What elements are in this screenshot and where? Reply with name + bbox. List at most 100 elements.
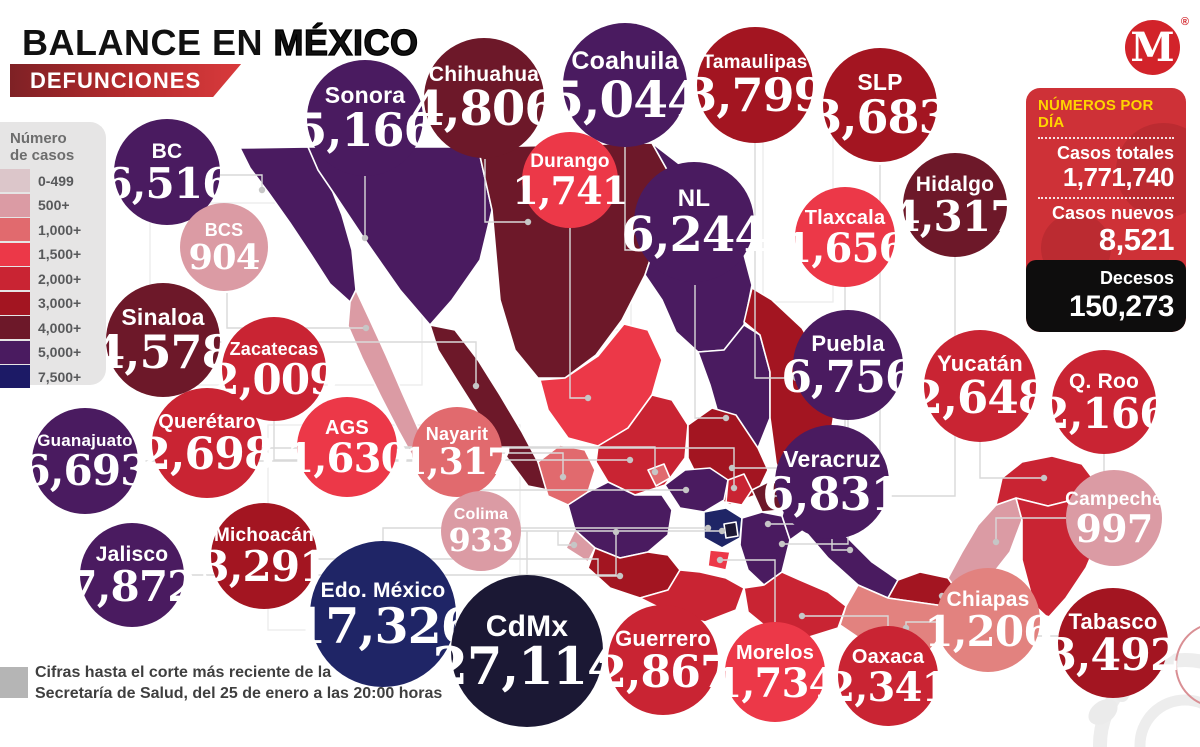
bubble-state-name: BCS [204,219,244,240]
bubble-death-count: 2,166 [1040,389,1168,439]
bubble-death-count: 2,698 [140,428,274,480]
legend-item: 0-499 [0,169,106,192]
state-bubble-chiapas: Chiapas 1,206 [924,568,1053,672]
deaths-value: 150,273 [1069,289,1174,323]
state-bubble-michoac-n: Michoacán 3,291 [200,503,329,609]
legend-title: Número de casos [0,122,106,169]
bubble-state-name: Puebla [811,330,885,356]
state-bubble-veracruz: Veracruz 6,831 [762,425,903,539]
legend-swatch [0,316,30,339]
bubble-death-count: 27,114 [432,636,622,697]
bubble-death-count: 1,741 [512,167,628,213]
state-bubble-colima: Colima 933 [441,491,521,571]
panel-rows: Casos totales 1,771,740 Casos nuevos 8,521 [1038,137,1175,258]
bubble-death-count: 933 [448,521,515,560]
state-bubble-slp: SLP 3,683 [810,48,951,162]
panel-title: NÚMEROS POR DÍA [1038,97,1154,131]
panel-row-value: 8,521 [1098,222,1175,258]
legend-item: 7,500+ [0,365,106,388]
map-state-guanajuato [664,467,729,513]
bubble-state-name: Chiapas [946,588,1030,612]
bubble-state-name: Tabasco [1068,608,1158,634]
legend-swatch [0,193,30,217]
footnote-text: Cifras hasta el corte más reciente de la… [35,663,442,705]
bubble-state-name: Michoacán [214,525,314,547]
bubble-state-name: Oaxaca [851,645,925,668]
legend-item: 3,000+ [0,291,106,315]
state-bubble-yucat-n: Yucatán 2,648 [912,330,1049,442]
legend-swatch [0,340,30,364]
bubble-death-count: 6,244 [621,206,767,263]
bubble-death-count: 1,630 [286,434,408,482]
panel-divider [1038,137,1174,139]
deaths-label: Decesos [1099,267,1174,288]
bubble-state-name: Jalisco [95,543,169,567]
bubble-state-name: Chihuahua [428,63,540,87]
bubble-death-count: 1,317 [402,441,512,484]
legend-label: 2,000+ [38,270,82,287]
map-state-cdmx [723,521,739,539]
bubble-state-name: Edo. México [320,578,446,602]
state-bubble-guerrero: Guerrero 2,867 [596,605,731,715]
bubble-state-name: Morelos [735,641,815,664]
state-bubble-puebla: Puebla 6,756 [781,310,916,420]
state-bubble-oaxaca: Oaxaca 2,341 [827,626,949,726]
legend-swatch [0,169,30,192]
legend-label: 5,000+ [38,344,82,360]
state-bubble-ags: AGS 1,630 [286,397,408,497]
legend-item: 5,000+ [0,340,106,364]
bubble-death-count: 1,734 [714,659,836,707]
state-bubble-bcs: BCS 904 [180,203,268,291]
state-bubble-tabasco: Tabasco 3,492 [1046,588,1181,698]
bubble-death-count: 2,341 [827,663,949,711]
bubble-death-count: 4,317 [891,192,1019,242]
legend-item: 1,500+ [0,242,106,266]
legend-item: 2,000+ [0,267,106,290]
legend-label: 1,500+ [38,246,82,262]
map-states [239,142,1105,656]
state-bubble-bc: BC 6,516 [103,119,232,225]
bubble-death-count: 2,867 [596,646,730,698]
state-bubble-tamaulipas: Tamaulipas 3,799 [685,27,826,143]
state-bubble-nayarit: Nayarit 1,317 [402,407,512,497]
source-footnote: Cifras hasta el corte más reciente de la… [0,663,442,705]
bubble-state-name: Q. Roo [1068,370,1140,394]
legend-label: 500+ [38,197,70,213]
bubble-death-count: 1,656 [784,224,906,272]
panel-row-value: 1,771,740 [1062,162,1175,192]
map-state-durango [539,323,663,447]
bubble-state-name: Yucatán [937,351,1023,377]
state-bubble-edo-m-xico: Edo. México 17,326 [292,541,475,687]
state-bubble-chihuahua: Chihuahua 4,806 [411,38,558,158]
bubble-state-name: Guerrero [615,625,711,651]
bubble-death-count: 3,291 [200,542,328,592]
bubble-state-name: Durango [530,150,610,172]
bubble-death-count: 904 [188,236,261,278]
legend-item: 1,000+ [0,218,106,241]
bubble-state-name: CdMx [485,609,569,643]
panel-row-label: Casos totales [1056,143,1174,163]
state-bubble-campeche: Campeche 997 [1065,470,1163,566]
daily-numbers-panel: NÚMEROS POR DÍA Casos totales 1,771,740 Ca… [1026,88,1186,332]
legend-title-line2: de casos [10,146,75,164]
footnote-square-icon [0,667,28,698]
legend-swatch [0,365,30,388]
bubble-death-count: 3,799 [685,68,825,123]
footnote-line2: Secretaría de Salud, del 25 de enero a l… [35,684,443,702]
state-bubble-sinaloa: Sinaloa 4,578 [93,283,234,397]
state-bubble-quer-taro: Querétaro 2,698 [140,388,275,498]
bubble-state-name: AGS [325,416,369,439]
state-bubble-jalisco: Jalisco 7,872 [68,523,197,627]
bubble-death-count: 3,492 [1046,629,1180,681]
legend-swatch [0,291,30,315]
state-bubble-guanajuato: Guanajuato 6,693 [21,408,150,514]
state-bubble-hidalgo: Hidalgo 4,317 [891,153,1020,257]
bubble-death-count: 7,872 [68,562,196,612]
map-state-queretaro [725,473,753,506]
bubble-state-name: Campeche [1065,488,1163,510]
bubble-state-name: Colima [453,506,509,524]
milenio-m-icon: M [1130,23,1175,71]
bubble-state-name: Hidalgo [915,173,995,197]
bubble-death-count: 997 [1075,505,1153,551]
bubble-state-name: Tlaxcala [804,206,886,229]
